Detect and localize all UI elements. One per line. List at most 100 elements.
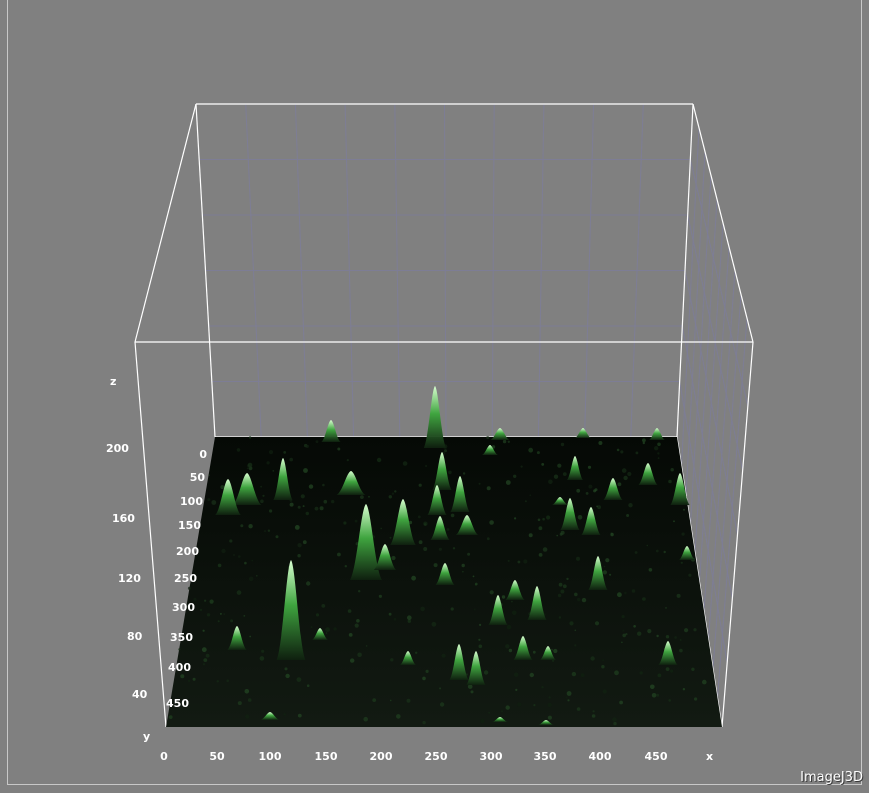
- right-grid-hline: [684, 270, 738, 535]
- noise-speck: [567, 699, 570, 702]
- noise-speck: [657, 457, 660, 459]
- noise-speck: [285, 673, 290, 679]
- noise-speck: [616, 448, 620, 452]
- noise-speck: [389, 699, 392, 702]
- noise-speck: [524, 500, 527, 503]
- surface-peak: [336, 471, 366, 495]
- noise-speck: [423, 547, 428, 551]
- surface-peaks: [215, 386, 695, 725]
- noise-speck: [501, 710, 503, 713]
- noise-speck: [321, 604, 326, 608]
- noise-speck: [622, 629, 625, 632]
- noise-speck: [368, 495, 370, 498]
- box-edge: [721, 341, 754, 728]
- y-tick-label: 450: [166, 697, 189, 710]
- noise-speck: [422, 720, 426, 725]
- noise-speck: [574, 629, 577, 632]
- surface-peak: [567, 456, 583, 480]
- noise-speck: [663, 550, 666, 554]
- surface-peak: [232, 473, 262, 505]
- noise-speck: [612, 717, 617, 722]
- noise-speck: [585, 492, 589, 495]
- noise-speck: [302, 505, 305, 508]
- noise-speck: [538, 526, 543, 531]
- noise-speck: [333, 627, 337, 631]
- noise-speck: [418, 540, 423, 545]
- noise-speck: [591, 714, 596, 718]
- right-grid-hline: [687, 214, 744, 471]
- noise-speck: [580, 673, 585, 678]
- noise-speck: [446, 528, 450, 531]
- noise-speck: [237, 701, 242, 706]
- noise-speck: [576, 556, 580, 561]
- right-wall-grid: [679, 127, 749, 699]
- noise-speck: [597, 505, 601, 510]
- noise-speck: [289, 457, 294, 462]
- noise-speck: [670, 468, 674, 472]
- noise-speck: [523, 559, 528, 564]
- noise-speck: [376, 457, 382, 463]
- noise-speck: [219, 612, 222, 615]
- noise-speck: [603, 565, 606, 568]
- noise-speck: [489, 590, 494, 595]
- noise-speck: [576, 488, 581, 493]
- noise-speck: [641, 597, 645, 601]
- z-axis-label: z: [110, 375, 116, 388]
- noise-speck: [208, 474, 210, 477]
- noise-speck: [356, 619, 360, 623]
- noise-speck: [178, 648, 181, 651]
- noise-speck: [344, 565, 347, 568]
- y-tick-label: 150: [178, 519, 201, 532]
- noise-speck: [202, 663, 206, 666]
- noise-speck: [668, 479, 672, 484]
- noise-speck: [473, 608, 476, 611]
- noise-speck: [350, 658, 355, 663]
- surface-peak: [350, 504, 382, 580]
- noise-speck: [425, 669, 429, 674]
- noise-speck: [408, 520, 413, 525]
- noise-speck: [560, 530, 565, 535]
- noise-speck: [634, 551, 638, 554]
- noise-speck: [517, 560, 521, 564]
- x-tick-label: 450: [645, 750, 668, 763]
- noise-speck: [478, 644, 483, 649]
- noise-speck: [590, 656, 595, 661]
- noise-speck: [679, 648, 683, 653]
- noise-speck: [244, 561, 247, 565]
- noise-speck: [546, 515, 551, 520]
- noise-speck: [598, 441, 603, 445]
- noise-speck: [601, 665, 605, 669]
- noise-speck: [528, 533, 533, 538]
- noise-speck: [486, 486, 491, 491]
- noise-speck: [551, 648, 553, 651]
- noise-speck: [605, 558, 610, 563]
- noise-speck: [656, 634, 659, 638]
- surface-peak: [540, 646, 556, 660]
- noise-speck: [268, 450, 274, 455]
- x-tick-label: 150: [315, 750, 338, 763]
- z-tick-label: 40: [132, 688, 148, 701]
- noise-speck: [614, 670, 619, 676]
- surface-peak: [638, 463, 658, 485]
- noise-speck: [425, 464, 428, 468]
- noise-speck: [478, 638, 481, 641]
- y-tick-label: 400: [168, 661, 191, 674]
- surface-peak: [649, 428, 665, 440]
- noise-speck: [562, 472, 567, 476]
- noise-speck: [347, 609, 352, 613]
- surface-peak: [581, 507, 601, 535]
- noise-speck: [480, 719, 485, 724]
- noise-speck: [547, 715, 553, 720]
- noise-speck: [260, 499, 264, 504]
- noise-speck: [577, 597, 581, 602]
- noise-speck: [244, 689, 250, 694]
- x-tick-label: 350: [534, 750, 557, 763]
- noise-speck: [363, 716, 369, 722]
- noise-speck: [571, 671, 577, 677]
- surface-peak: [430, 516, 450, 540]
- noise-speck: [217, 620, 220, 623]
- noise-speck: [168, 702, 171, 706]
- noise-speck: [621, 468, 627, 473]
